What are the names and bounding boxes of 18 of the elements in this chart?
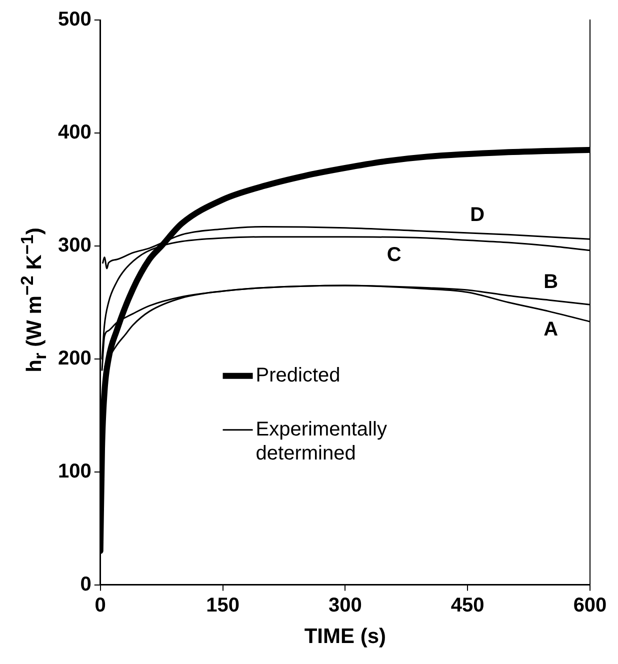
x-tick-label: 450 (450, 594, 484, 616)
y-tick-label: 300 (58, 234, 92, 256)
series-label: B (544, 270, 558, 293)
y-tick-label: 200 (58, 347, 92, 370)
series-label: A (544, 318, 558, 340)
x-axis-title: TIME (s) (304, 625, 386, 648)
x-tick-label: 0 (94, 594, 106, 616)
x-tick-label: 150 (206, 594, 240, 616)
x-tick-label: 600 (573, 594, 607, 616)
series-label: C (386, 244, 402, 266)
y-tick-label: 0 (80, 573, 92, 596)
series-label: D (470, 204, 485, 226)
legend-label: Predicted (256, 364, 340, 386)
y-tick-label: 400 (58, 121, 92, 144)
x-tick-label: 300 (328, 594, 362, 616)
y-tick-label: 500 (58, 8, 92, 31)
y-tick-label: 100 (58, 460, 92, 482)
annotation: Experimentally determined (256, 418, 387, 464)
